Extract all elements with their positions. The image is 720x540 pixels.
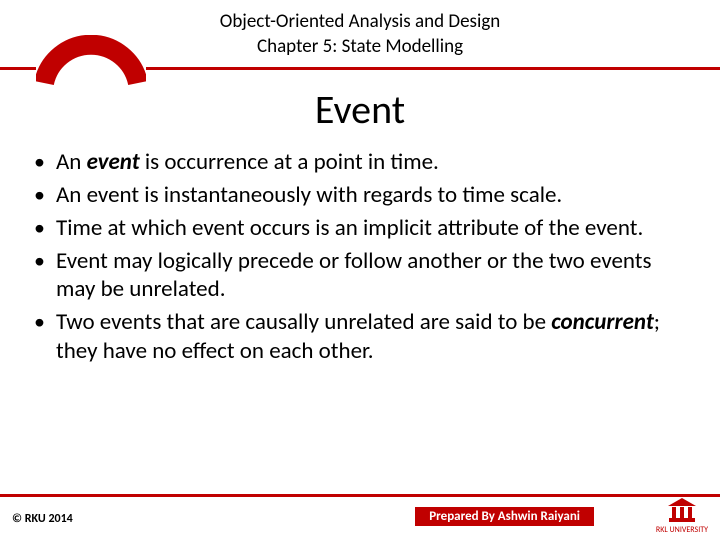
bullet-list: An event is occurrence at a point in tim…: [0, 134, 720, 365]
bullet-text-pre: Time at which event occurs is an implici…: [56, 214, 643, 242]
university-logo-icon: [665, 498, 699, 524]
prepared-by-text: Prepared By Ashwin Raiyani: [415, 507, 594, 526]
bullet-text-post: is occurrence at a point in time.: [140, 148, 439, 176]
list-item: Two events that are causally unrelated a…: [34, 308, 686, 366]
bullet-text-em: event: [87, 148, 140, 176]
bullet-text-pre: An: [56, 148, 87, 176]
bullet-text-pre: An event is instantaneously with regards…: [56, 181, 562, 209]
list-item: An event is instantaneously with regards…: [34, 181, 686, 210]
header-divider: [0, 61, 720, 89]
list-item: Event may logically precede or follow an…: [34, 247, 686, 305]
bullet-text-em: concurrent: [551, 308, 654, 336]
list-item: Time at which event occurs is an implici…: [34, 214, 686, 243]
slide-footer: © RKU 2014 Prepared By Ashwin Raiyani RK…: [0, 494, 720, 540]
course-title: Object-Oriented Analysis and Design: [0, 10, 720, 35]
list-item: An event is occurrence at a point in tim…: [34, 148, 686, 177]
university-logo: RKL UNIVERSITY: [656, 498, 708, 534]
bullet-text-pre: Two events that are causally unrelated a…: [56, 308, 551, 336]
university-name: RKL UNIVERSITY: [656, 526, 708, 534]
footer-divider: [0, 494, 720, 497]
copyright-text: © RKU 2014: [12, 512, 73, 526]
arch-icon: [36, 35, 146, 145]
bullet-text-pre: Event may logically precede or follow an…: [56, 247, 652, 304]
